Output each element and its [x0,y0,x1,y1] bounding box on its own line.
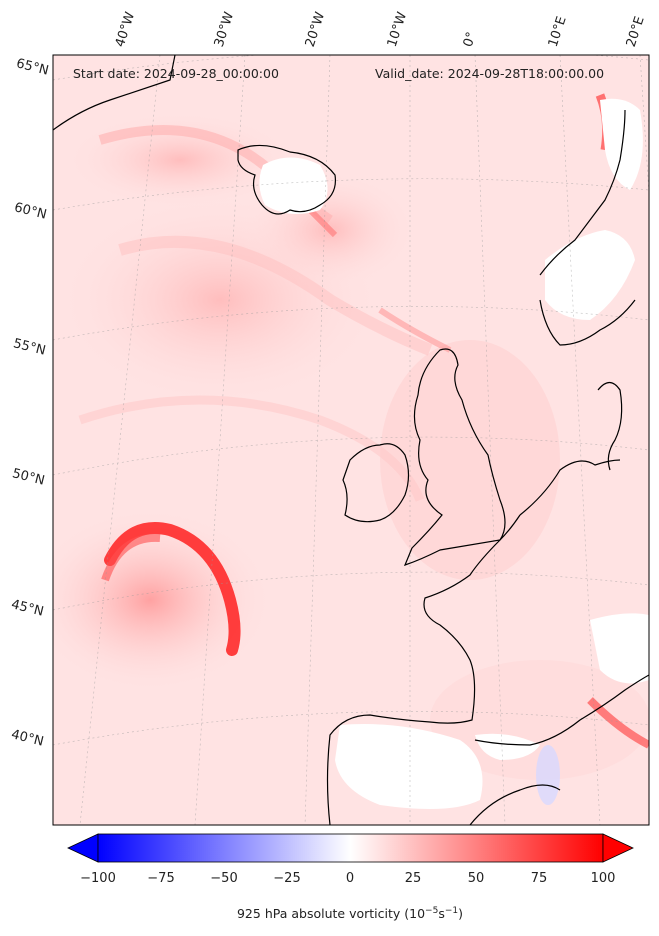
valid-date-label: Valid_date: 2024-09-28T18:00:00.00 [375,66,605,81]
continent-coast [326,459,621,825]
colorbar-tick: 75 [530,871,548,886]
graticule [53,55,649,825]
norway-coast [539,109,636,346]
north-africa-coast [469,784,561,825]
colorbar-tick: 0 [345,871,355,886]
colorbar-tick: 100 [590,871,616,886]
colorbar-label-mid: s [438,906,445,922]
iberia-south-coast [474,674,649,746]
colorbar-tick: −75 [147,871,175,886]
colorbar [67,833,634,863]
colorbar-tick: −100 [80,871,116,886]
iceland-coast [237,144,337,215]
colorbar-tick: 50 [467,871,485,886]
colorbar-label-exp2: −1 [444,906,459,916]
colorbar-tick: −25 [273,871,301,886]
colorbar-high-extend [602,833,634,863]
scotland-coast [403,348,506,566]
vorticity-field [53,93,649,809]
colorbar-low-extend [67,833,99,863]
colorbar-label-exp1: −5 [425,906,439,916]
colorbar-label-main: 925 hPa absolute vorticity (10 [236,906,426,922]
colorbar-label: 925 hPa absolute vorticity (10−5s−1) [0,906,659,921]
greenland-coast [53,55,176,131]
cyclone-vortex-arc [104,522,241,656]
denmark-coast [597,381,623,471]
start-date-label: Start date: 2024-09-28_00:00:00 [73,66,279,81]
map-frame [52,54,650,826]
colorbar-tick: −50 [210,871,238,886]
colorbar-tick: 25 [404,871,422,886]
colorbar-body [97,833,604,863]
ireland-coast [342,443,410,523]
coastlines [53,55,649,825]
colorbar-label-end: ) [458,906,463,922]
